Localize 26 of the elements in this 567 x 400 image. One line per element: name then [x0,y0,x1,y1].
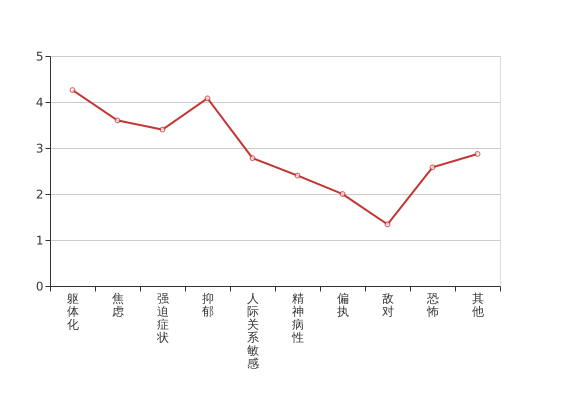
y-tick-label: 5 [36,50,44,64]
x-tick-label: 敌对 [382,292,394,318]
x-tick-label: 躯体化 [67,292,79,332]
x-tick-label: 焦虑 [112,292,124,318]
y-tick-label: 1 [36,234,44,248]
point [160,126,166,133]
x-tick-label: 恐怖 [426,292,439,318]
x-tick-label: 偏执 [337,292,349,318]
point [250,155,256,162]
point [294,172,300,179]
x-tick-label: 精神病性 [291,292,304,344]
y-tick-label: 4 [36,96,44,110]
point [204,95,210,102]
point [70,87,76,93]
x-tick-label: 强迫症状 [156,292,169,344]
point [384,221,390,228]
point [430,164,436,170]
point [340,191,346,197]
x-tick-label: 人际关系敏感 [247,292,259,370]
y-tick-label: 3 [36,142,44,156]
x-tick-label: 其他 [472,292,484,318]
y-tick-label: 0 [36,280,44,294]
point [114,117,120,124]
x-tick-label: 抑郁 [202,292,214,318]
y-tick-label: 2 [36,188,44,202]
point [474,151,480,157]
